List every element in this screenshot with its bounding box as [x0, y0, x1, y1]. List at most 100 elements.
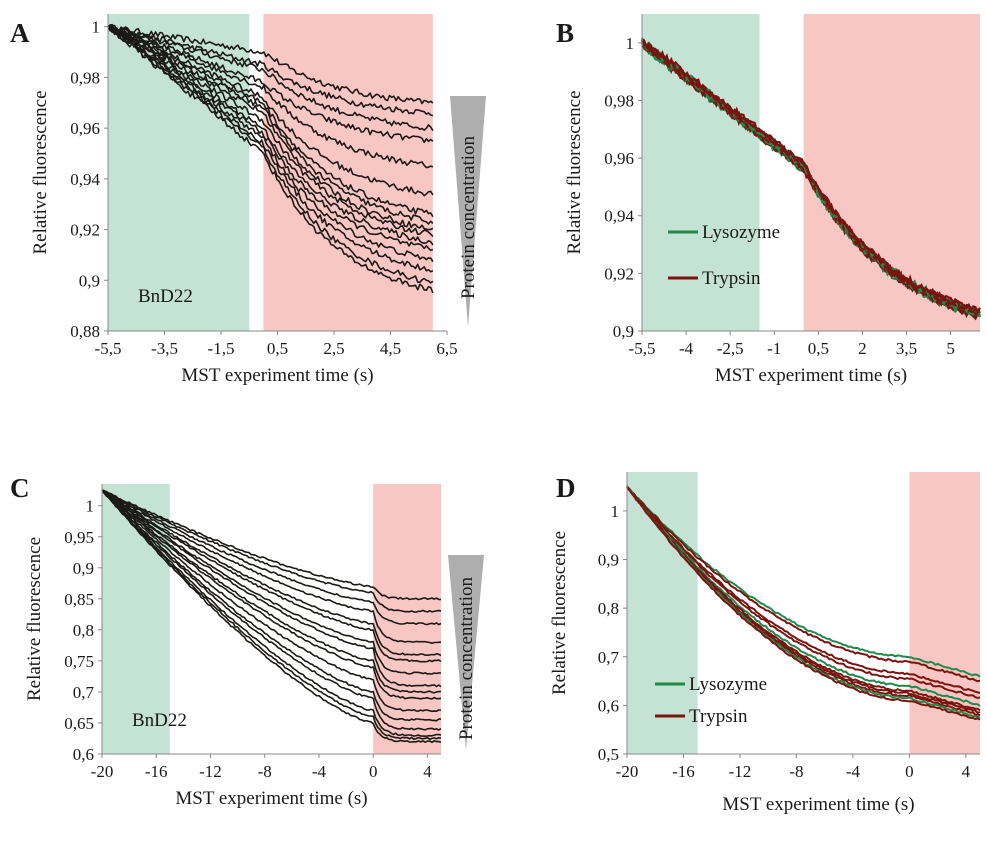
x-tick-label: 0,5	[267, 339, 288, 358]
y-tick-label: 0,92	[604, 264, 634, 283]
gradient-label: Protein concentration	[458, 135, 479, 299]
x-tick-label: -1,5	[208, 339, 235, 358]
y-tick-label: 1	[611, 502, 620, 521]
x-axis-title: MST experiment time (s)	[715, 365, 907, 386]
series-line	[626, 486, 981, 683]
y-tick-label: 0,9	[598, 551, 619, 570]
x-tick-label: 4,5	[380, 339, 401, 358]
x-tick-label: 3,5	[896, 339, 917, 358]
series-line	[101, 489, 442, 744]
x-axis-title: MST experiment time (s)	[175, 788, 367, 809]
x-tick-label: -4	[846, 762, 861, 781]
series-line	[101, 489, 442, 731]
y-tick-label: 0,9	[613, 322, 634, 341]
y-tick-label: 0,7	[73, 683, 95, 702]
x-tick-label: -8	[258, 762, 272, 781]
x-tick-label: 2,5	[323, 339, 344, 358]
y-tick-label: 0,96	[70, 119, 100, 138]
series-line	[107, 26, 434, 238]
y-tick-label: 0,92	[70, 221, 100, 240]
y-tick-label: 0,6	[73, 745, 94, 764]
x-tick-label: 4	[962, 762, 971, 781]
y-tick-label: 1	[92, 18, 101, 37]
y-tick-label: 0,8	[73, 621, 94, 640]
x-tick-label: 0,5	[808, 339, 829, 358]
series-line	[101, 489, 442, 657]
x-tick-label: 5	[946, 339, 955, 358]
x-tick-label: 0	[369, 762, 378, 781]
y-tick-label: 0,75	[64, 652, 94, 671]
x-tick-label: -12	[729, 762, 752, 781]
pre-laser-zone	[108, 14, 250, 331]
sample-label: BnD22	[138, 286, 193, 307]
x-tick-label: -12	[199, 762, 222, 781]
x-axis-title: MST experiment time (s)	[181, 365, 373, 386]
x-tick-label: 0	[905, 762, 914, 781]
x-tick-label: 6,5	[436, 339, 457, 358]
x-tick-label: -4	[679, 339, 694, 358]
series-line	[101, 489, 442, 613]
series-line	[101, 489, 442, 688]
y-tick-label: 0,5	[598, 745, 619, 764]
panel-letter: A	[10, 18, 30, 48]
x-tick-label: -4	[312, 762, 327, 781]
laser-on-zone	[803, 14, 980, 331]
sample-label: BnD22	[132, 710, 187, 731]
series-line	[626, 486, 981, 678]
y-tick-label: 0,95	[64, 528, 94, 547]
y-axis-title: Relative fluorescence	[24, 537, 45, 701]
x-tick-label: 4	[423, 762, 432, 781]
x-tick-label: -20	[91, 762, 114, 781]
y-tick-label: 0,98	[70, 68, 100, 87]
x-tick-label: -16	[145, 762, 168, 781]
legend-label: Trypsin	[702, 268, 761, 289]
panel-A: 0,88 0,9 0,92 0,94 0,96 0,98 1 -5,5 -3,5 -1,5 0,5 2…	[10, 14, 486, 386]
gradient-label: Protein concentration	[456, 576, 477, 740]
x-tick-label: -1	[767, 339, 781, 358]
y-tick-label: 0,94	[604, 207, 634, 226]
series-line	[107, 23, 434, 105]
x-tick-label: -16	[672, 762, 695, 781]
series-line	[101, 489, 441, 722]
legend-label: Lysozyme	[689, 674, 767, 695]
panel-letter: D	[556, 473, 576, 503]
series-line	[107, 24, 434, 117]
x-tick-label: -5,5	[629, 339, 656, 358]
y-tick-label: 0,6	[598, 696, 619, 715]
x-axis-title: MST experiment time (s)	[722, 794, 914, 815]
legend-label: Trypsin	[689, 706, 748, 727]
x-tick-label: -5,5	[95, 339, 122, 358]
concentration-gradient-icon	[448, 555, 484, 750]
series-line	[626, 486, 981, 721]
y-tick-label: 0,65	[64, 714, 94, 733]
y-axis-title: Relative fluorescence	[30, 90, 51, 254]
y-tick-label: 0,7	[598, 648, 620, 667]
series-line	[101, 489, 442, 645]
series-line	[626, 486, 981, 699]
series-line	[101, 489, 441, 713]
panel-D: 0,5 0,6 0,7 0,8 0,9 1 -20 -16 -12 -8 -4 0 4 MST exper…	[549, 472, 981, 815]
y-tick-label: 0,9	[79, 271, 100, 290]
series-line	[107, 24, 434, 231]
series-line	[107, 24, 434, 218]
series-line	[107, 26, 434, 294]
y-tick-label: 0,94	[70, 170, 100, 189]
y-tick-label: 0,9	[73, 559, 94, 578]
series-line	[101, 489, 442, 700]
y-tick-label: 1	[86, 497, 95, 516]
x-tick-label: -3,5	[151, 339, 178, 358]
series-line	[626, 485, 981, 715]
y-tick-label: 1	[626, 34, 635, 53]
panel-C: 0,6 0,65 0,7 0,75 0,8 0,85 0,9 0,95 1 -20 -16 -12 -8…	[10, 473, 484, 809]
series-line	[107, 25, 434, 225]
series-line	[101, 489, 442, 663]
legend-label: Lysozyme	[702, 222, 780, 243]
y-tick-label: 0,85	[64, 590, 94, 609]
series-line	[101, 489, 442, 626]
series-line	[107, 25, 434, 252]
y-tick-label: 0,98	[604, 91, 634, 110]
x-tick-label: -8	[789, 762, 803, 781]
series-line	[641, 38, 981, 316]
y-tick-label: 0,88	[70, 322, 100, 341]
